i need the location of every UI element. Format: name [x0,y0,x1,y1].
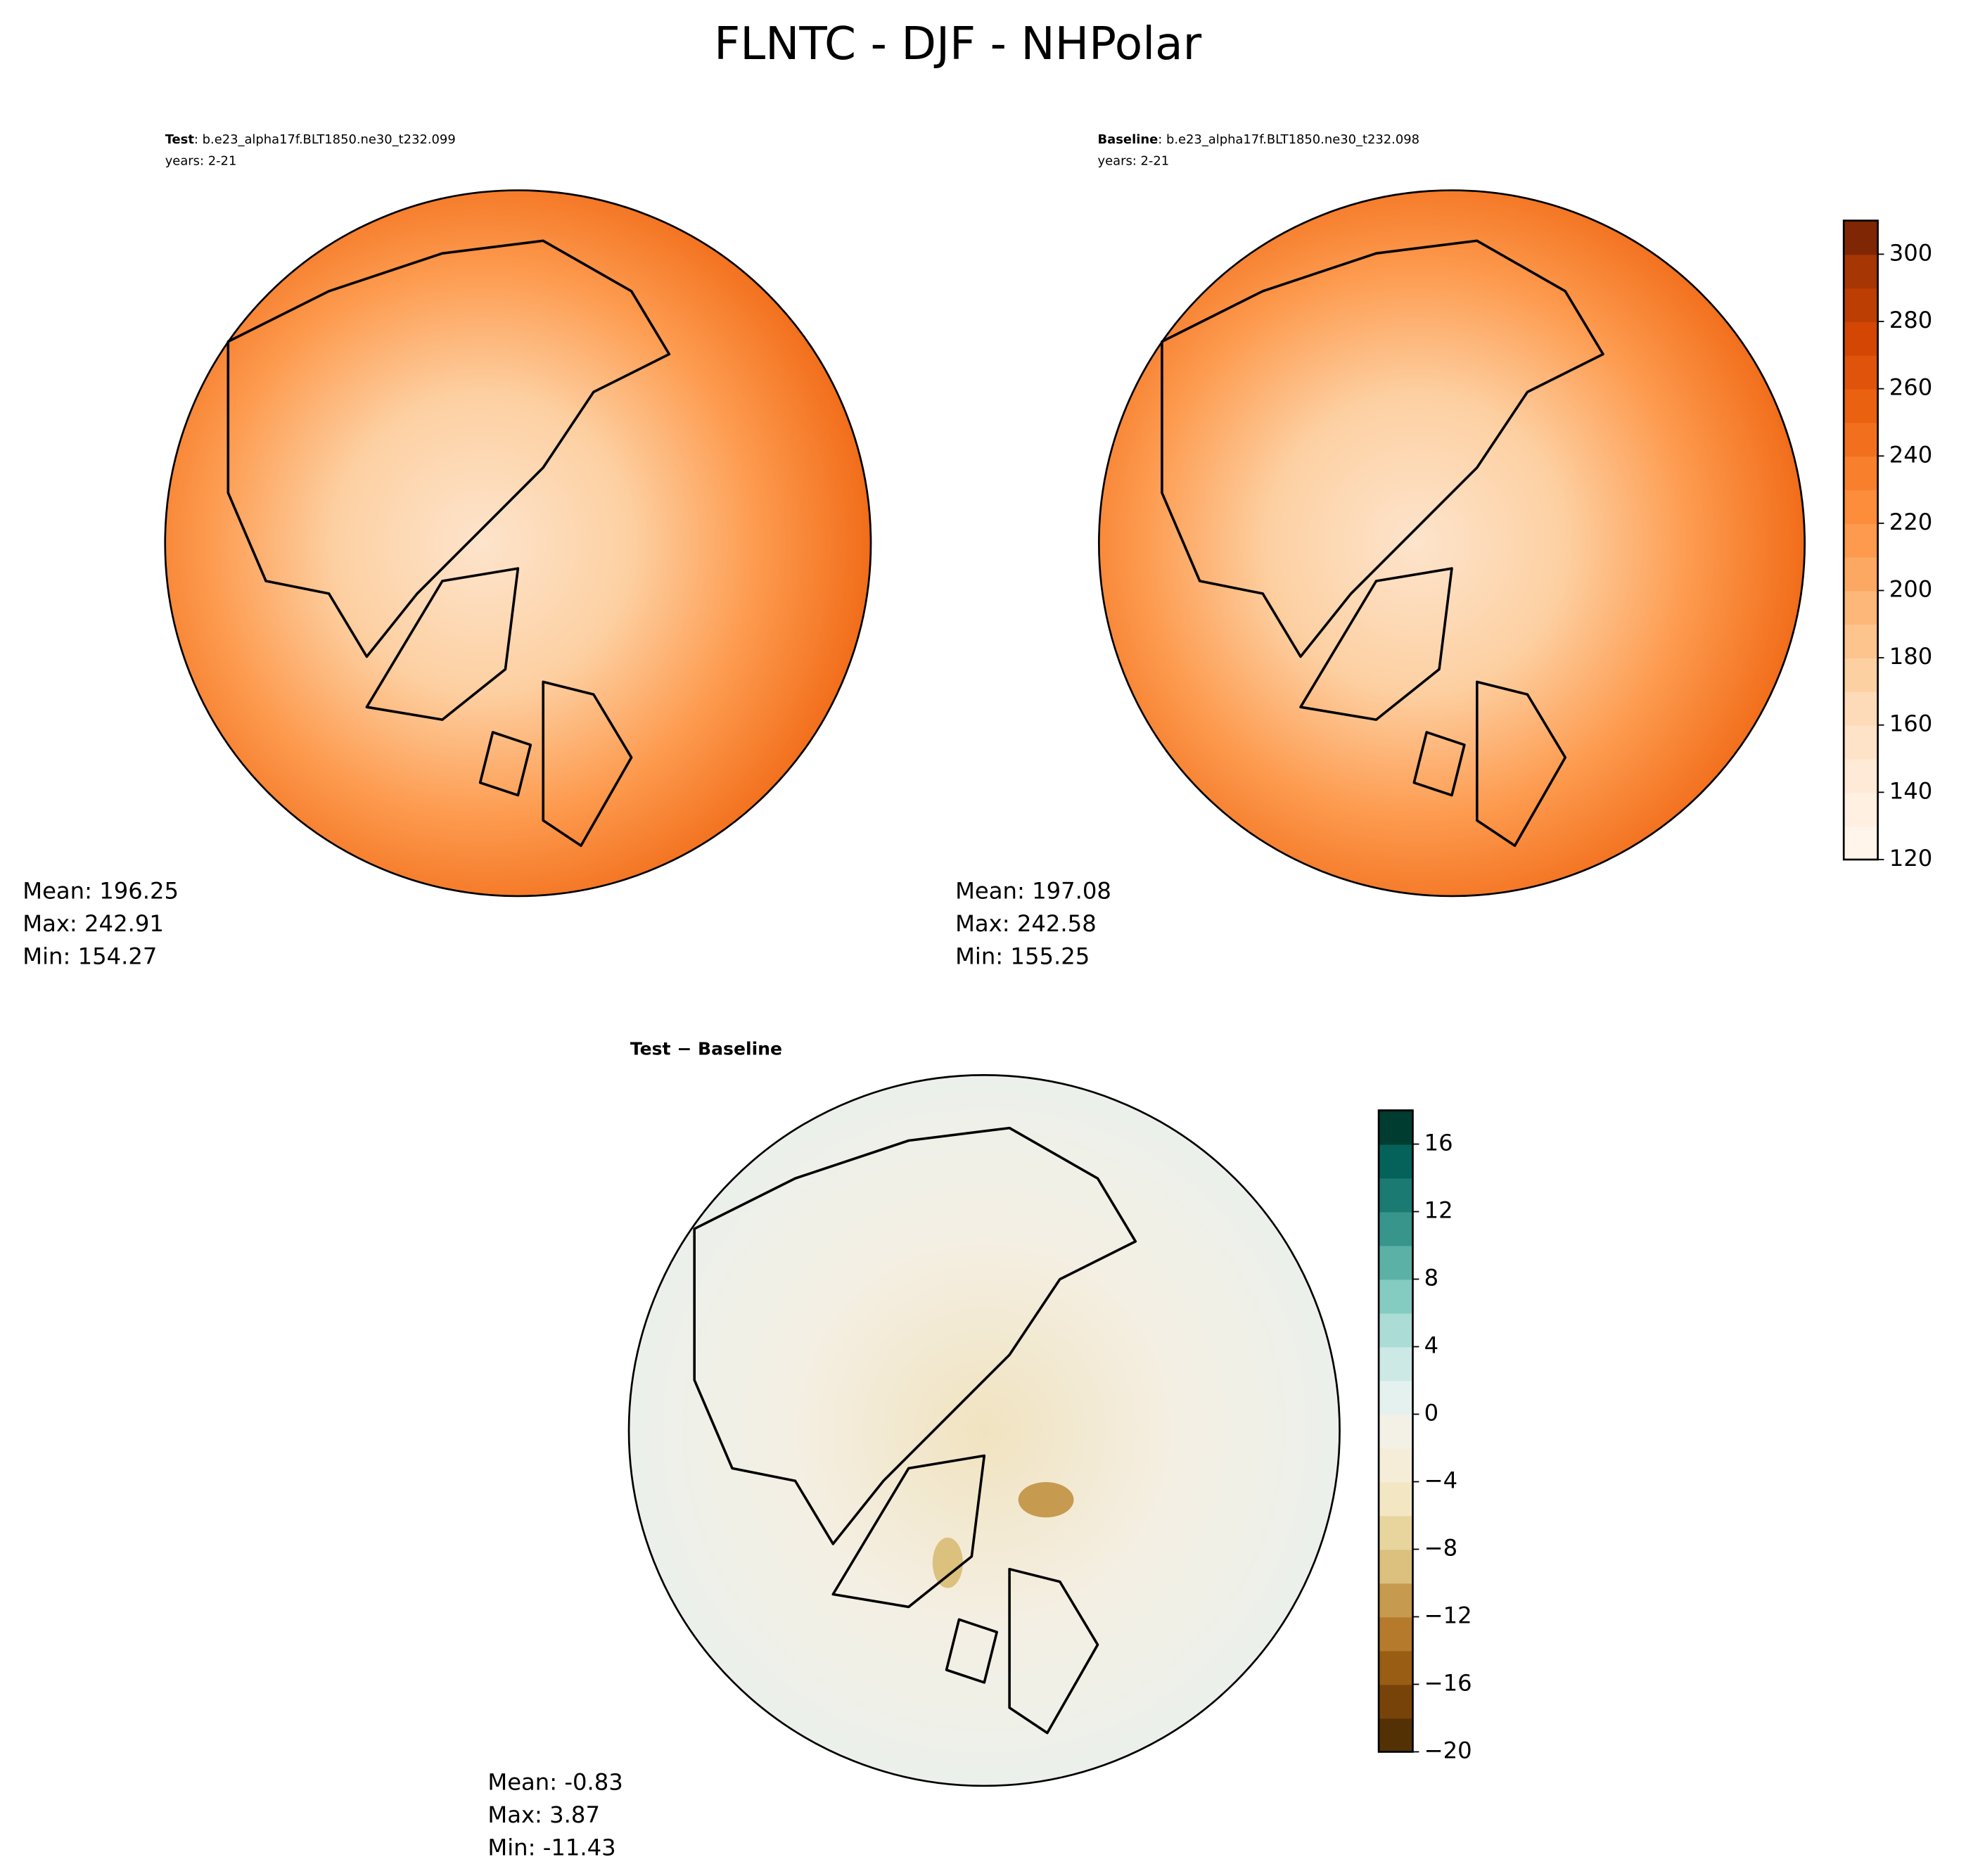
colorbar-tick-label: 12 [1424,1197,1453,1224]
colorbar-tick-label: −20 [1424,1737,1472,1763]
colorbar-tick-label: 120 [1889,845,1933,872]
colorbar-segment [1844,624,1878,659]
map-disc [1097,189,1806,898]
colorbar-segment [1379,1481,1413,1517]
colorbar-tick-label: −16 [1424,1669,1472,1696]
colorbar-segment [1379,1346,1413,1382]
colorbar-tick-label: 220 [1889,509,1933,535]
map-test: Test: b.e23_alpha17f.BLT1850.ne30_t232.0… [23,132,872,970]
panel-subtitle: years: 2-21 [165,153,237,168]
colorbar-tick-label: 200 [1889,575,1933,602]
suptitle: FLNTC - DJF - NHPolar [714,18,1202,70]
colorbar-tick-label: 140 [1889,777,1933,804]
map-disc [627,1074,1341,1787]
stat: Min: 154.27 [23,943,157,970]
stat: Min: 155.25 [955,943,1090,970]
colorbar-tick-label: 8 [1424,1264,1439,1291]
stat: Max: 3.87 [487,1801,600,1828]
map-disc [164,189,872,898]
case-name: : b.e23_alpha17f.BLT1850.ne30_t232.099 [194,132,456,147]
colorbar-segment [1379,1684,1413,1719]
colorbar-segment [1379,1414,1413,1449]
map-baseline: Baseline: b.e23_alpha17f.BLT1850.ne30_t2… [955,132,1806,970]
colorbar-segment [1379,1144,1413,1179]
colorbar-segment [1844,590,1878,625]
map-difference: Test − Baseline Mean: -0.83 Max: 3.87 Mi… [487,1039,1341,1861]
stat: Max: 242.58 [955,910,1097,937]
colorbar-segment [1844,826,1878,860]
colorbar-segment [1844,321,1878,356]
colorbar-segment [1844,422,1878,457]
colorbar-segment [1844,658,1878,692]
colorbar-segment [1379,1718,1413,1753]
colorbar-segment [1844,355,1878,390]
colorbar-segment [1844,388,1878,423]
panel-title: Baseline: b.e23_alpha17f.BLT1850.ne30_t2… [1098,132,1420,147]
panel-label: Test [165,132,195,147]
colorbar-segment [1379,1650,1413,1685]
colorbar-tick-label: −4 [1424,1467,1458,1493]
colorbar-segment [1379,1178,1413,1213]
colorbar-tick-label: 160 [1889,710,1933,737]
colorbar-segment [1844,523,1878,558]
colorbar-segment [1379,1549,1413,1584]
colorbar-tick-label: 280 [1889,307,1933,333]
colorbar-tick-label: 16 [1424,1130,1453,1156]
panel-title: Test: b.e23_alpha17f.BLT1850.ne30_t232.0… [165,132,456,147]
colorbar-tick-label: 260 [1889,374,1933,401]
case-name: : b.e23_alpha17f.BLT1850.ne30_t232.098 [1158,132,1419,147]
panel-title: Test − Baseline [630,1039,782,1059]
panel-label: Baseline [1098,132,1158,147]
colorbar-tick-label: 4 [1424,1332,1439,1358]
colorbar-segment [1844,490,1878,524]
colorbar-tick-label: 240 [1889,441,1933,468]
colorbar-tick-label: −8 [1424,1534,1458,1561]
anomaly [1018,1482,1074,1518]
colorbar-segment [1844,556,1878,592]
colorbar-segment [1379,1211,1413,1246]
colorbar-segment [1844,725,1878,760]
colorbar-tick-label: 300 [1889,239,1933,266]
colorbar-segment [1379,1313,1413,1348]
colorbar-segment [1379,1448,1413,1483]
colorbar-segment [1844,288,1878,322]
stat: Max: 242.91 [23,910,164,937]
colorbar-segment [1379,1616,1413,1652]
colorbar-segment [1844,691,1878,726]
colorbar-tick-label: −12 [1424,1602,1472,1628]
colorbar-segment [1844,456,1878,490]
stat: Mean: 197.08 [955,878,1111,905]
panel-subtitle: years: 2-21 [1098,153,1170,168]
stat: Mean: -0.83 [487,1768,623,1795]
colorbar-frame [1377,1109,1414,1753]
colorbar-segment [1844,220,1878,255]
colorbar-segment [1379,1380,1413,1415]
colorbar-segment [1844,792,1878,827]
colorbar-segment [1379,1110,1413,1145]
colorbar-segment [1379,1515,1413,1550]
colorbar-tick-label: 180 [1889,643,1933,670]
colorbar-segment [1844,758,1878,793]
colorbar-frame [1842,219,1879,861]
stat: Mean: 196.25 [23,878,179,905]
stat: Min: -11.43 [487,1834,615,1861]
colorbar-segment [1379,1279,1413,1314]
colorbar-segment [1379,1583,1413,1618]
colorbar-segment [1844,254,1878,289]
colorbar-tick-label: 0 [1424,1399,1439,1426]
anomaly [932,1537,963,1588]
colorbar-segment [1379,1245,1413,1280]
